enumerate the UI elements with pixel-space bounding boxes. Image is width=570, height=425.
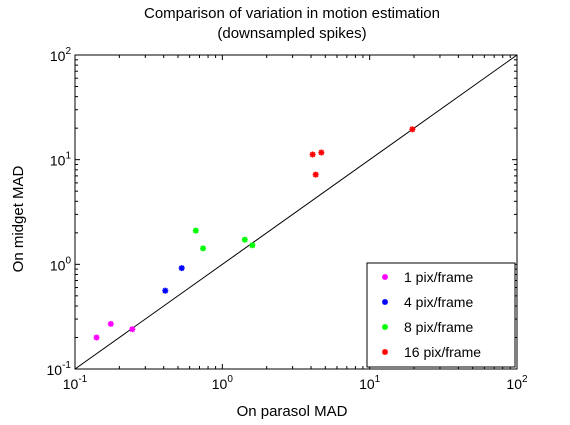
x-tick-label: 10-1 [63,374,88,392]
chart-title-line-1: Comparison of variation in motion estima… [144,5,440,22]
marker-stroke [382,299,388,305]
identity-line [74,54,518,370]
legend-label: 16 pix/frame [404,344,481,360]
legend-label: 1 pix/frame [404,269,473,285]
data-point-series-0 [93,334,100,341]
x-tick-label: 102 [506,374,528,392]
legend-label: 4 pix/frame [404,294,473,310]
marker-stroke [249,242,256,249]
marker-stroke [382,324,388,330]
legend-marker [382,299,388,305]
data-point-series-3 [309,151,316,158]
marker-stroke [382,349,388,355]
data-point-series-0 [107,320,114,327]
y-tick-label: 101 [50,151,72,169]
marker-stroke [192,227,199,234]
data-point-series-3 [409,126,416,133]
marker-stroke [409,126,416,133]
marker-stroke [312,171,319,178]
x-tick-label: 100 [212,374,234,392]
data-point-series-3 [318,149,325,156]
y-tick-label: 10-1 [47,360,72,378]
marker-stroke [129,326,136,332]
marker-stroke [309,151,316,158]
legend-marker [382,274,388,280]
marker-stroke [318,149,325,156]
data-point-series-1 [162,287,169,294]
x-tick-label: 101 [359,374,381,392]
legend-box [366,262,516,368]
marker-stroke [382,274,388,280]
y-axis-label: On midget MAD [10,165,27,272]
marker-stroke [242,236,248,243]
data-point-series-2 [249,242,256,249]
data-point-series-2 [241,236,248,243]
data-point-series-2 [192,227,199,234]
legend-label: 8 pix/frame [404,319,473,335]
data-point-series-3 [312,171,319,178]
chart-title-line-2: (downsampled spikes) [217,25,366,42]
marker-stroke [108,321,114,327]
y-tick-label: 100 [50,255,72,273]
plot-area: 10-1 100 101 102 10-1 100 101 102 [47,46,528,392]
legend-marker [382,324,388,330]
marker-stroke [200,245,206,252]
x-axis-label: On parasol MAD [237,403,348,420]
marker-stroke [93,334,100,341]
data-point-series-1 [178,265,185,272]
legend-marker [382,349,388,355]
marker-stroke [162,287,169,294]
legend: 1 pix/frame 4 pix/frame 8 pix/frame 16 pix/… [366,262,516,368]
data-point-series-0 [129,326,136,333]
marker-stroke [178,265,185,271]
data-point-series-2 [200,245,207,252]
y-tick-label: 102 [50,46,72,64]
